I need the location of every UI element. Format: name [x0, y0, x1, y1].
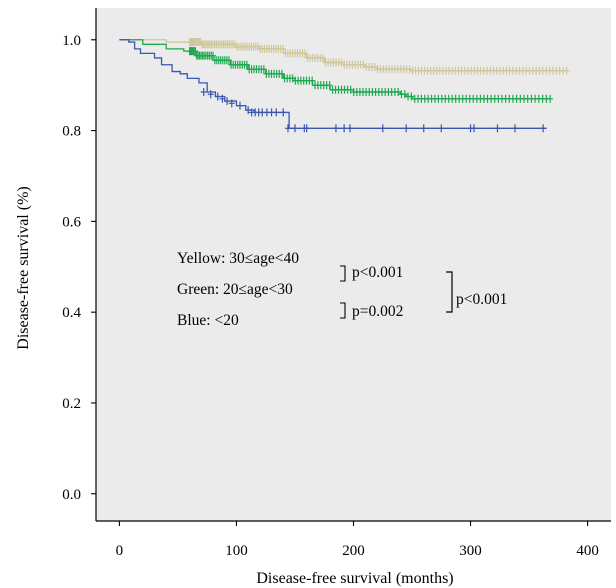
x-tick-label: 400 [576, 543, 599, 559]
censor-mark [245, 106, 252, 115]
y-tick-label: 0.2 [62, 396, 81, 412]
censor-mark [302, 49, 309, 58]
censor-mark [200, 87, 207, 96]
censor-mark [207, 90, 214, 99]
censor-mark [319, 53, 326, 62]
censor-mark [224, 97, 231, 106]
censor-mark [236, 101, 243, 110]
censor-mark [341, 124, 348, 133]
censor-mark [494, 124, 501, 133]
censor-mark [512, 124, 519, 133]
bracket-yellow-green [340, 265, 346, 282]
censor-mark [471, 124, 478, 133]
censor-mark [403, 124, 410, 133]
censor-mark [346, 124, 353, 133]
series-0 [119, 38, 570, 75]
x-tick-label: 100 [225, 543, 248, 559]
annotation-group: Yellow: 30≤age<40 Green: 20≤age<30 Blue:… [177, 250, 507, 329]
censor-mark [214, 92, 221, 101]
censor-mark [347, 85, 354, 94]
censor-mark [278, 69, 285, 78]
bracket-green-blue [340, 302, 346, 319]
series-2 [119, 39, 547, 133]
x-tick-label: 0 [116, 543, 124, 559]
censor-mark [379, 124, 386, 133]
censor-mark [408, 92, 415, 101]
y-tick-label: 0.0 [62, 487, 81, 503]
legend-yellow: Yellow: 30≤age<40 [177, 250, 299, 267]
p-green-blue: p=0.002 [352, 303, 403, 320]
censor-mark [280, 44, 287, 53]
legend-green: Green: 20≤age<30 [177, 281, 293, 298]
y-tick-label: 1.0 [62, 33, 81, 49]
series-1 [119, 39, 554, 103]
censor-mark [395, 87, 402, 96]
x-ticks: 0 100 200 300 400 [116, 521, 599, 559]
x-tick-label: 300 [459, 543, 482, 559]
y-axis-label: Disease-free survival (%) [15, 186, 32, 349]
censor-mark [228, 99, 235, 108]
censor-mark [540, 124, 547, 133]
censor-mark [303, 124, 310, 133]
censor-mark [192, 47, 199, 56]
censor-mark [291, 124, 298, 133]
censor-mark [260, 65, 267, 74]
survival-curves [119, 38, 570, 133]
bracket-yellow-blue [446, 271, 453, 313]
censor-mark [243, 60, 250, 69]
censor-mark [401, 90, 408, 99]
p-yellow-green: p<0.001 [352, 264, 403, 281]
censor-mark [332, 124, 339, 133]
y-tick-label: 0.8 [62, 124, 81, 140]
x-axis-label: Disease-free survival (months) [256, 570, 453, 587]
censor-mark [547, 94, 554, 103]
y-ticks: 0.0 0.2 0.4 0.6 0.8 1.0 [62, 33, 96, 503]
censor-mark [219, 94, 226, 103]
censor-mark [284, 124, 291, 133]
censor-mark [406, 65, 413, 74]
legend-blue: Blue: <20 [177, 312, 239, 329]
censor-mark [438, 124, 445, 133]
censor-mark [273, 108, 280, 117]
censor-mark [563, 66, 570, 75]
censor-mark [420, 124, 427, 133]
censor-mark [225, 56, 232, 65]
x-tick-label: 200 [342, 543, 365, 559]
y-tick-label: 0.6 [62, 214, 81, 230]
censor-mark [210, 51, 217, 60]
censor-mark [326, 81, 333, 90]
y-tick-label: 0.4 [62, 305, 81, 321]
censor-mark [309, 76, 316, 85]
censor-mark [280, 108, 287, 117]
p-yellow-blue: p<0.001 [456, 291, 507, 308]
